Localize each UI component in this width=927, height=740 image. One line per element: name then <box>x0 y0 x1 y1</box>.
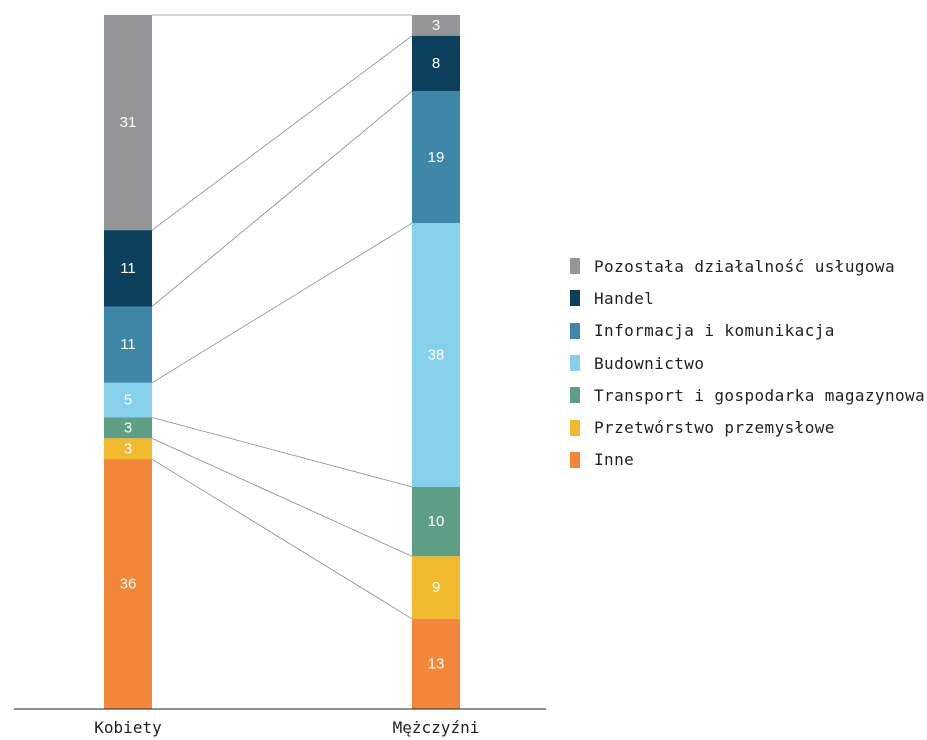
bar-mezczyzni-informacja-i-komunikacja <box>412 91 460 224</box>
legend-item-inne: Inne <box>570 444 925 476</box>
legend-swatch <box>570 419 580 436</box>
connector-transport-i-gospodarka-magazynowa <box>151 417 413 488</box>
bar-mezczyzni-przetworstwo-przemyslowe <box>412 556 460 619</box>
value-label-kobiety-przetworstwo-przemyslowe: 3 <box>124 440 132 457</box>
bar-kobiety-inne <box>104 459 152 709</box>
legend-item-pozostala-dzialalnosc-uslugowa: Pozostała działalność usługowa <box>570 250 925 282</box>
legend-label: Budownictwo <box>594 353 705 373</box>
legend-swatch <box>570 355 580 372</box>
bar-mezczyzni-handel <box>412 35 460 92</box>
value-label-kobiety-transport-i-gospodarka-magazynowa: 3 <box>124 419 132 436</box>
legend-item-transport-i-gospodarka-magazynowa: Transport i gospodarka magazynowa <box>570 379 925 411</box>
legend-label: Przetwórstwo przemysłowe <box>594 418 835 438</box>
legend-swatch <box>570 290 580 307</box>
value-label-mezczyzni-handel: 8 <box>432 55 440 72</box>
legend-label: Transport i gospodarka magazynowa <box>594 385 926 405</box>
legend-swatch <box>570 322 580 339</box>
bar-kobiety-przetworstwo-przemyslowe <box>104 438 152 460</box>
legend-swatch <box>570 258 580 275</box>
value-label-kobiety-handel: 11 <box>120 260 136 277</box>
bar-kobiety-pozostala-dzialalnosc-uslugowa <box>104 15 152 231</box>
connector-lines <box>151 14 413 620</box>
value-label-mezczyzni-budownictwo: 38 <box>428 347 445 364</box>
legend: Pozostała działalność usługowa Handel Info… <box>570 250 925 476</box>
value-label-mezczyzni-inne: 13 <box>428 655 445 672</box>
x-axis-labels: Kobiety Mężczyźni <box>94 718 479 737</box>
value-label-mezczyzni-pozostala-dzialalnosc-uslugowa: 3 <box>432 17 440 34</box>
bar-mezczyzni-transport-i-gospodarka-magazynowa <box>412 486 460 557</box>
x-label-mezczyzni: Mężczyźni <box>393 718 480 737</box>
connector-budownictwo <box>151 222 413 384</box>
bar-mezczyzni-budownictwo <box>412 223 460 487</box>
legend-item-informacja-i-komunikacja: Informacja i komunikacja <box>570 315 925 347</box>
legend-label: Handel <box>594 288 655 308</box>
value-label-kobiety-informacja-i-komunikacja: 11 <box>120 336 136 353</box>
value-label-kobiety-pozostala-dzialalnosc-uslugowa: 31 <box>120 114 137 131</box>
connector-handel <box>151 35 413 231</box>
connector-przetworstwo-przemyslowe <box>151 437 413 557</box>
bar-kobiety-transport-i-gospodarka-magazynowa <box>104 417 152 439</box>
bar-mezczyzni-pozostala-dzialalnosc-uslugowa <box>412 15 460 36</box>
legend-item-budownictwo: Budownictwo <box>570 347 925 379</box>
legend-item-handel: Handel <box>570 282 925 314</box>
value-label-kobiety-inne: 36 <box>120 576 137 593</box>
bar-kobiety-budownictwo <box>104 382 152 418</box>
legend-swatch <box>570 387 580 404</box>
value-label-mezczyzni-transport-i-gospodarka-magazynowa: 10 <box>428 513 445 530</box>
connector-inne <box>151 458 413 620</box>
legend-label: Pozostała działalność usługowa <box>594 256 895 276</box>
connector-informacja-i-komunikacja <box>151 91 413 307</box>
legend-label: Inne <box>594 450 635 470</box>
bar-kobiety-handel <box>104 230 152 307</box>
legend-item-przetworstwo-przemyslowe: Przetwórstwo przemysłowe <box>570 411 925 443</box>
x-label-kobiety: Kobiety <box>94 718 162 737</box>
legend-label: Informacja i komunikacja <box>594 321 835 341</box>
value-label-kobiety-budownictwo: 5 <box>124 392 132 409</box>
bar-mezczyzni-inne <box>412 618 460 709</box>
value-label-mezczyzni-przetworstwo-przemyslowe: 9 <box>432 579 440 596</box>
bars <box>104 15 460 709</box>
value-label-mezczyzni-informacja-i-komunikacja: 19 <box>428 149 445 166</box>
bar-kobiety-informacja-i-komunikacja <box>104 306 152 383</box>
legend-swatch <box>570 451 580 468</box>
